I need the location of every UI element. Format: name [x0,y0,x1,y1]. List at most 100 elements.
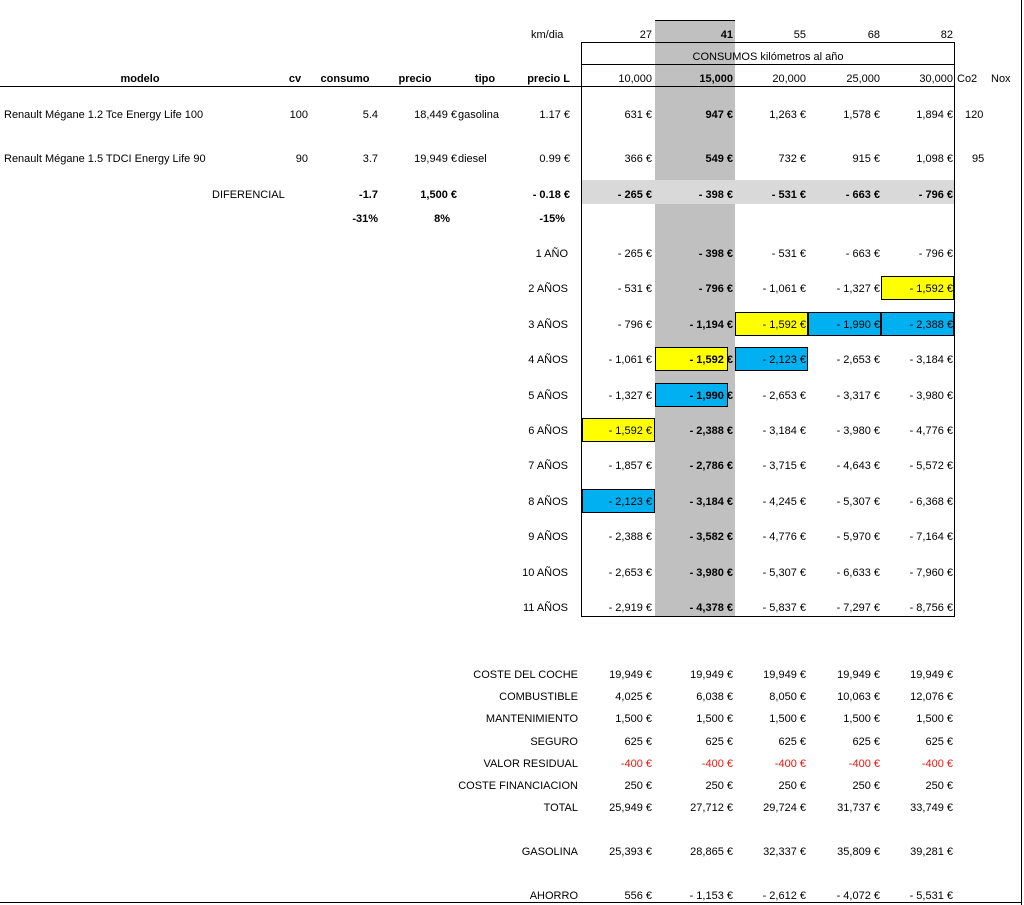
year-value: - 1,061 € [608,354,652,366]
cost-value: 31,737 € [837,802,880,814]
cost-label: TOTAL [543,802,578,814]
year-value: - 1,592 € [608,425,652,437]
highlight-cell-yellow [655,347,728,371]
percent-precioL: -15% [539,213,565,225]
cost-value: -400 € [921,758,953,770]
cost-label: SEGURO [530,736,578,748]
cost-value: 250 € [852,780,880,792]
year-value: - 3,582 € [689,531,733,543]
year-value: - 5,307 € [836,496,880,508]
car1-cost: 1,894 € [916,109,953,121]
year-value: - 3,715 € [762,460,806,472]
year-value: - 6,633 € [836,567,880,579]
year-value: - 1,327 € [608,390,652,402]
year-label: 2 AÑOS [528,283,568,295]
year-value: - 796 € [918,248,953,260]
car2-cv: 90 [295,153,308,165]
year-value: - 5,970 € [836,531,880,543]
car2-modelo: Renault Mégane 1.5 TDCI Energy Life 90 [4,153,206,165]
header-km: 30,000 [919,73,953,85]
gasolina-label: GASOLINA [521,846,578,858]
cost-label: VALOR RESIDUAL [483,758,578,770]
header-km: 25,000 [846,73,880,85]
car1-cost: 1,263 € [769,109,806,121]
cost-value: 19,949 € [910,669,953,681]
cost-value: 19,949 € [609,669,652,681]
year-value: - 4,643 € [836,460,880,472]
header-precio: precio [398,73,432,85]
page-border-right [1021,0,1022,905]
cost-value: 625 € [852,736,880,748]
cost-value: 1,500 € [769,713,806,725]
cost-value: 1,500 € [696,713,733,725]
gasolina-value: 35,809 € [837,846,880,858]
highlight-cell-blue [735,347,808,371]
cost-value: 625 € [778,736,806,748]
year-value: - 8,756 € [909,602,953,614]
diferencial-shade [581,180,955,204]
year-value: - 1,592 € [909,283,953,295]
car2-cost: 732 € [778,153,806,165]
cost-label: COSTE DEL COCHE [473,669,578,681]
year-value: - 7,960 € [909,567,953,579]
cost-value: -400 € [774,758,806,770]
car2-precioL: 0.99 € [539,153,570,165]
year-label: 6 AÑOS [528,425,568,437]
year-label: 10 AÑOS [522,567,568,579]
cost-value: 250 € [925,780,953,792]
year-value: - 1,592 € [762,319,806,331]
car1-precio: 18,449 € [414,109,457,121]
year-value: - 663 € [845,248,880,260]
kmdia-value: 82 [940,29,953,41]
diferencial-label: DIFERENCIAL [212,189,285,201]
header-nox: Nox [991,73,1011,85]
year-value: - 3,184 € [689,496,733,508]
cost-value: 1,500 € [843,713,880,725]
gasolina-value: 28,865 € [690,846,733,858]
cost-value: -400 € [620,758,652,770]
year-value: - 2,653 € [762,390,806,402]
cost-value: 27,712 € [690,802,733,814]
cost-label: MANTENIMIENTO [485,713,578,725]
car2-cost: 1,098 € [916,153,953,165]
cost-value: 29,724 € [763,802,806,814]
cost-value: 19,949 € [837,669,880,681]
cost-label: COSTE FINANCIACION [458,780,578,792]
year-value: - 1,592 € [689,354,733,366]
year-value: - 265 € [617,248,652,260]
gasolina-value: 39,281 € [910,846,953,858]
gasolina-value: 25,393 € [609,846,652,858]
percent-precio: 8% [434,213,450,225]
year-value: - 7,297 € [836,602,880,614]
kmdia-value: 27 [639,29,652,41]
diferencial-value: - 796 € [918,189,953,201]
year-label: 9 AÑOS [528,531,568,543]
year-value: - 4,378 € [689,602,733,614]
consumos-title-bottom [581,64,955,65]
car1-cost: 947 € [705,109,733,121]
consumos-box-top [581,42,955,43]
diferencial-value: - 531 € [771,189,806,201]
year-value: - 3,184 € [909,354,953,366]
year-value: - 796 € [698,283,733,295]
cost-value: 625 € [624,736,652,748]
year-value: - 1,194 € [689,319,733,331]
year-label: 7 AÑOS [528,460,568,472]
year-value: - 5,837 € [762,602,806,614]
cost-value: 250 € [778,780,806,792]
year-value: - 2,653 € [836,354,880,366]
car1-precioL: 1.17 € [539,109,570,121]
year-value: - 1,857 € [608,460,652,472]
ahorro-value: - 4,072 € [836,890,880,902]
consumos-box-bottom [581,616,955,617]
kmdia-value: 68 [867,29,880,41]
car2-precio: 19,949 € [414,153,457,165]
year-value: - 2,123 € [608,496,652,508]
year-value: - 531 € [771,248,806,260]
consumos-box-left [581,42,582,617]
car2-consumo: 3.7 [362,153,378,165]
ahorro-value: - 5,531 € [909,890,953,902]
year-value: - 796 € [617,319,652,331]
ahorro-value: - 1,153 € [689,890,733,902]
cost-value: 4,025 € [615,691,652,703]
